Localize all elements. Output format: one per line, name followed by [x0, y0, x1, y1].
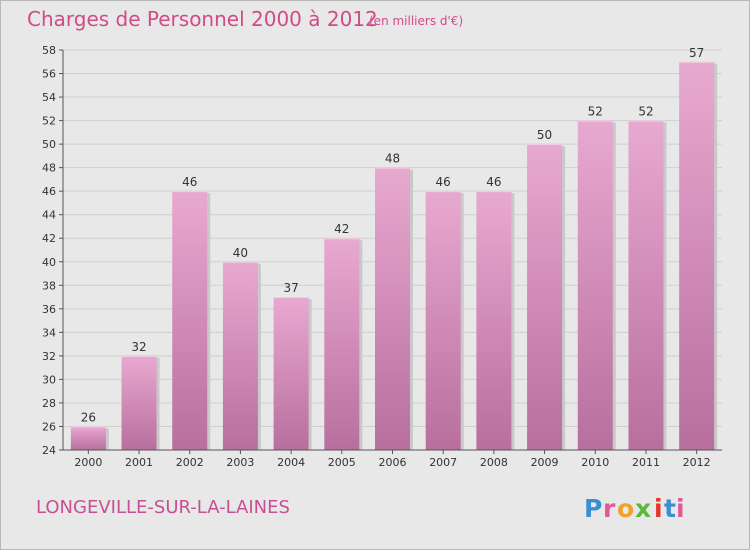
x-tick-label: 2005: [328, 456, 356, 469]
x-tick-label: 2003: [226, 456, 254, 469]
data-label: 50: [537, 128, 552, 142]
y-tick-label: 46: [42, 185, 56, 198]
y-tick-label: 32: [42, 350, 56, 363]
logo-letter: t: [664, 494, 676, 523]
bar-2005: [324, 238, 360, 450]
y-tick-label: 36: [42, 303, 56, 316]
data-label: 37: [283, 281, 298, 295]
x-tick-label: 2004: [277, 456, 305, 469]
bar-2010: [577, 120, 613, 451]
data-label: 26: [81, 410, 96, 424]
bar-2002: [172, 191, 208, 451]
x-tick-label: 2006: [379, 456, 407, 469]
bar-2006: [375, 167, 410, 450]
chart-title: Charges de Personnel 2000 à 2012: [27, 7, 378, 31]
x-tick-label: 2007: [429, 456, 457, 469]
y-tick-label: 42: [42, 232, 56, 245]
logo-letter: P: [584, 494, 602, 523]
x-tick-label: 2011: [632, 456, 660, 469]
data-label: 46: [486, 175, 501, 189]
bar-2000: [70, 426, 106, 450]
data-label: 52: [588, 105, 603, 119]
y-tick-label: 28: [42, 397, 56, 410]
x-tick-label: 2001: [125, 456, 153, 469]
x-tick-label: 2002: [176, 456, 204, 469]
y-tick-label: 52: [42, 115, 56, 128]
bar-2004: [273, 297, 309, 450]
bar-2009: [527, 144, 563, 450]
bar-2001: [121, 355, 157, 450]
x-tick-label: 2010: [581, 456, 609, 469]
y-tick-label: 44: [42, 209, 56, 222]
y-tick-label: 54: [42, 91, 56, 104]
logo-letter: o: [617, 494, 634, 523]
data-label: 52: [638, 105, 653, 119]
y-tick-label: 58: [42, 44, 56, 57]
axes: 24 26 28 30 32 34 36 38 40 42 44 46 48 50 52 54 56 58 2000…: [42, 44, 722, 469]
data-label: 32: [131, 340, 146, 354]
data-label: 46: [436, 175, 451, 189]
y-tick-label: 50: [42, 138, 56, 151]
data-label: 46: [182, 175, 197, 189]
chart-subtitle: (en milliers d'€): [369, 14, 463, 28]
data-label: 57: [689, 46, 704, 60]
y-tick-label: 34: [42, 326, 56, 339]
y-tick-label: 26: [42, 420, 56, 433]
bar-2012: [679, 61, 715, 450]
bar-2008: [476, 191, 512, 451]
x-tick-label: 2012: [683, 456, 711, 469]
bars: 26 32 46 40 37 42 48 46 46 50 52 52 57: [70, 46, 718, 451]
y-tick-label: 56: [42, 68, 56, 81]
bar-2007: [425, 191, 461, 451]
y-tick-label: 40: [42, 256, 56, 269]
logo-letter: i: [654, 494, 663, 523]
data-label: 40: [233, 246, 248, 260]
data-label: 48: [385, 152, 400, 166]
commune-name: LONGEVILLE-SUR-LA-LAINES: [36, 497, 290, 518]
x-tick-label: 2009: [531, 456, 559, 469]
y-tick-label: 48: [42, 162, 56, 175]
bar-2011: [628, 120, 664, 451]
x-tick-label: 2008: [480, 456, 508, 469]
y-tick-label: 24: [42, 444, 56, 457]
logo-letter: r: [603, 494, 616, 523]
logo-letter: i: [676, 494, 685, 523]
data-label: 42: [334, 222, 349, 236]
x-tick-label: 2000: [74, 456, 102, 469]
bar-2003: [222, 261, 258, 450]
logo-letter: x: [635, 494, 651, 523]
y-tick-label: 30: [42, 373, 56, 386]
y-tick-label: 38: [42, 279, 56, 292]
